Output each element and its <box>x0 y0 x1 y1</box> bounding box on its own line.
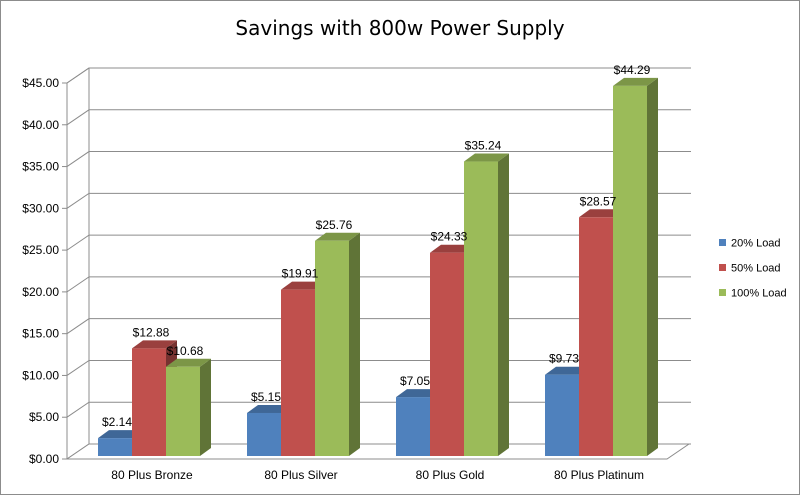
data-label: $10.68 <box>167 344 204 358</box>
y-tick-label: $35.00 <box>22 160 59 174</box>
bars <box>98 77 658 457</box>
legend-swatch <box>719 289 726 296</box>
data-label: $24.33 <box>431 230 468 244</box>
bar-side <box>200 358 211 456</box>
bar <box>430 252 464 456</box>
floor-plane <box>65 443 691 460</box>
y-tick-label: $15.00 <box>22 327 59 341</box>
bar-side <box>647 77 658 457</box>
bar <box>613 85 647 457</box>
bar <box>132 348 166 456</box>
chart-title: Savings with 800w Power Supply <box>235 16 564 40</box>
data-label: $19.91 <box>282 267 319 281</box>
legend-label: 20% Load <box>731 238 781 250</box>
y-tick-label: $40.00 <box>22 118 59 132</box>
bar-top <box>281 281 326 290</box>
bar-top <box>98 430 143 439</box>
bar-top <box>247 404 292 413</box>
bar-side <box>349 232 360 456</box>
bar <box>247 412 281 456</box>
y-tick-labels: $0.00 $5.00 $10.00 $15.00 $20.00 $25.00 $30.00… <box>22 76 59 466</box>
bar-top <box>545 366 590 375</box>
data-labels: $2.14 $12.88 $10.68 $5.15 $19.91 $25.76 $7.05 $… <box>102 63 651 429</box>
wall-top-edge <box>66 67 691 84</box>
bar <box>464 161 498 456</box>
bar <box>281 289 315 456</box>
bar <box>545 374 579 456</box>
y-tick-label: $45.00 <box>22 76 59 90</box>
y-tick-label: $10.00 <box>22 368 59 382</box>
legend: 20% Load 50% Load 100% Load <box>719 238 787 300</box>
data-label: $9.73 <box>549 352 579 366</box>
data-label: $25.76 <box>316 218 353 232</box>
bar-top <box>166 358 211 367</box>
legend-swatch <box>719 239 726 246</box>
chart-floor <box>65 443 691 460</box>
bar-top <box>430 244 475 253</box>
category-label: 80 Plus Gold <box>416 468 485 482</box>
bar-top <box>613 77 658 86</box>
bar-top <box>464 153 509 162</box>
legend-label: 100% Load <box>731 288 787 300</box>
y-tick-label: $20.00 <box>22 285 59 299</box>
y-tick-label: $0.00 <box>29 452 59 466</box>
bar-side <box>498 153 509 456</box>
bar-top <box>315 232 360 241</box>
bar <box>396 397 430 456</box>
data-label: $2.14 <box>102 415 132 429</box>
bar <box>579 217 613 456</box>
bar <box>98 438 132 456</box>
category-label: 80 Plus Silver <box>264 468 337 482</box>
y-tick-label: $5.00 <box>29 410 59 424</box>
y-tick-label: $30.00 <box>22 201 59 215</box>
y-tick-label: $25.00 <box>22 243 59 257</box>
legend-swatch <box>719 264 726 271</box>
data-label: $28.57 <box>580 194 617 208</box>
gridline <box>66 151 691 167</box>
bar-top <box>396 389 441 398</box>
category-labels: 80 Plus Bronze 80 Plus Silver 80 Plus Gold… <box>111 468 644 482</box>
gridline <box>66 109 691 126</box>
data-label: $44.29 <box>614 63 651 77</box>
bar-top <box>132 340 177 349</box>
data-label: $5.15 <box>251 390 281 404</box>
category-label: 80 Plus Platinum <box>554 468 644 482</box>
data-label: $35.24 <box>465 139 502 153</box>
category-label: 80 Plus Bronze <box>111 468 193 482</box>
legend-label: 50% Load <box>731 263 781 275</box>
bar <box>166 366 200 456</box>
bar <box>315 240 349 456</box>
gridline <box>66 67 691 84</box>
bar-top <box>579 209 624 218</box>
data-label: $7.05 <box>400 374 430 388</box>
data-label: $12.88 <box>133 325 170 339</box>
